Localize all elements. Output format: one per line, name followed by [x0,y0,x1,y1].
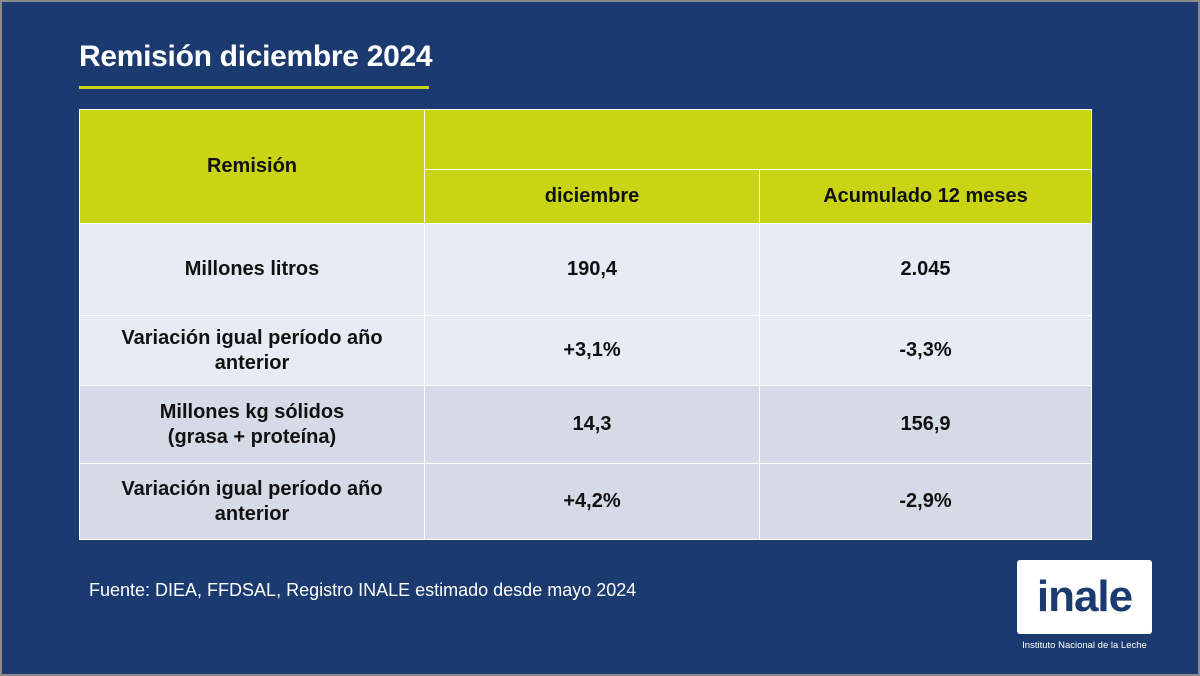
source-note: Fuente: DIEA, FFDSAL, Registro INALE est… [89,580,637,600]
inale-logo-text: inale [1036,572,1133,621]
cell-value: 190,4 [424,223,760,316]
remision-table: Remisión diciembre Acumulado 12 meses Mi… [79,109,1092,540]
row-label: Variación igual período año anterior [79,315,425,386]
table-row: Variación igual período año anterior +4,2… [79,463,1092,540]
cell-value: 2.045 [759,223,1092,316]
table-header-row-top: Remisión [79,109,1092,224]
row-label: Millones litros [79,223,425,316]
table-row: Millones kg sólidos (grasa + proteína) 14… [79,385,1092,464]
title-underline [79,86,429,89]
table-group-header [424,109,1092,170]
inale-logo-caption: Instituto Nacional de la Leche [1022,640,1147,651]
cell-value: 156,9 [759,385,1092,464]
column-header-diciembre: diciembre [424,169,760,224]
cell-value: -3,3% [759,315,1092,386]
table-header-row-columns: diciembre Acumulado 12 meses [80,169,1092,224]
table-row: Millones litros 190,4 2.045 [79,223,1092,316]
cell-value: 14,3 [424,385,760,464]
slide-title: Remisión diciembre 2024 [79,40,433,73]
row-label: Variación igual período año anterior [79,463,425,540]
cell-value: +3,1% [424,315,760,386]
column-header-acumulado: Acumulado 12 meses [759,169,1092,224]
table-row: Variación igual período año anterior +3,1… [79,315,1092,386]
row-label: Millones kg sólidos (grasa + proteína) [79,385,425,464]
inale-logo: inale [1017,560,1152,634]
table-corner-header: Remisión [79,109,425,224]
cell-value: -2,9% [759,463,1092,540]
cell-value: +4,2% [424,463,760,540]
